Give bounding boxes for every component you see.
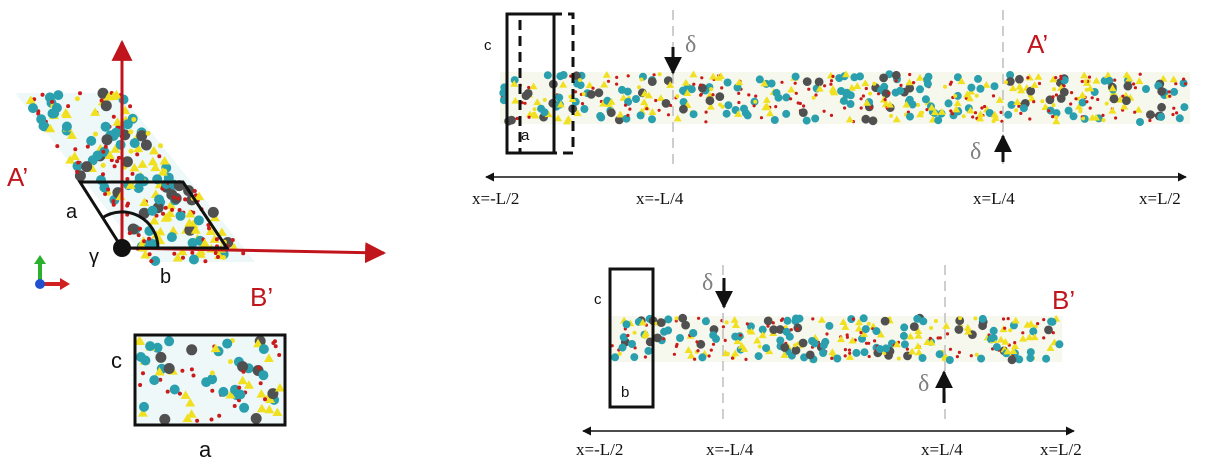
tick-label-top-1: x=-L/4 xyxy=(636,189,684,208)
label-c-top-slab: c xyxy=(484,37,492,54)
unit-cell-outline xyxy=(77,180,230,250)
tick-label-bottom-3: x=L/2 xyxy=(1040,440,1082,459)
origin-dot xyxy=(113,239,131,257)
bottom-slab-atoms xyxy=(610,313,1064,365)
label-a-cross-section: a xyxy=(199,437,212,462)
label-B-prime-left: B’ xyxy=(250,282,274,312)
delta-top-slab-lower: δ xyxy=(970,139,982,165)
tick-label-top-2: x=L/4 xyxy=(973,189,1015,208)
tick-label-bottom-0: x=-L/2 xyxy=(576,440,624,459)
axes-triad-icon xyxy=(34,255,70,290)
delta-bottom-slab-lower: δ xyxy=(918,371,930,397)
label-A-prime-left: A’ xyxy=(7,162,29,192)
cross-section-outline xyxy=(133,333,287,427)
label-A-prime-top: A’ xyxy=(1027,29,1049,59)
gamma-angle-arc xyxy=(101,210,160,249)
delta-bottom-slab-upper: δ xyxy=(702,270,714,296)
delta-top-slab-upper: δ xyxy=(685,32,697,58)
label-gamma: γ xyxy=(89,246,99,268)
bottom-slab-cell xyxy=(608,267,655,409)
top-slab-atoms xyxy=(499,70,1189,126)
label-a-left: a xyxy=(66,201,78,223)
label-c-bottom-slab: c xyxy=(594,291,602,308)
label-b-left: b xyxy=(160,266,172,288)
label-c-cross-section: c xyxy=(111,348,122,373)
tick-label-top-0: x=-L/2 xyxy=(472,189,520,208)
label-B-prime-bottom: B’ xyxy=(1052,285,1076,315)
cross-section-atoms xyxy=(133,335,285,425)
label-b-bottom-slab: b xyxy=(621,384,630,401)
label-a-top-slab: a xyxy=(521,127,530,144)
tick-label-top-3: x=L/2 xyxy=(1139,189,1181,208)
top-slab-cell-solid xyxy=(505,12,556,155)
tick-label-bottom-1: x=-L/4 xyxy=(706,440,754,459)
tick-label-bottom-2: x=L/4 xyxy=(921,440,963,459)
